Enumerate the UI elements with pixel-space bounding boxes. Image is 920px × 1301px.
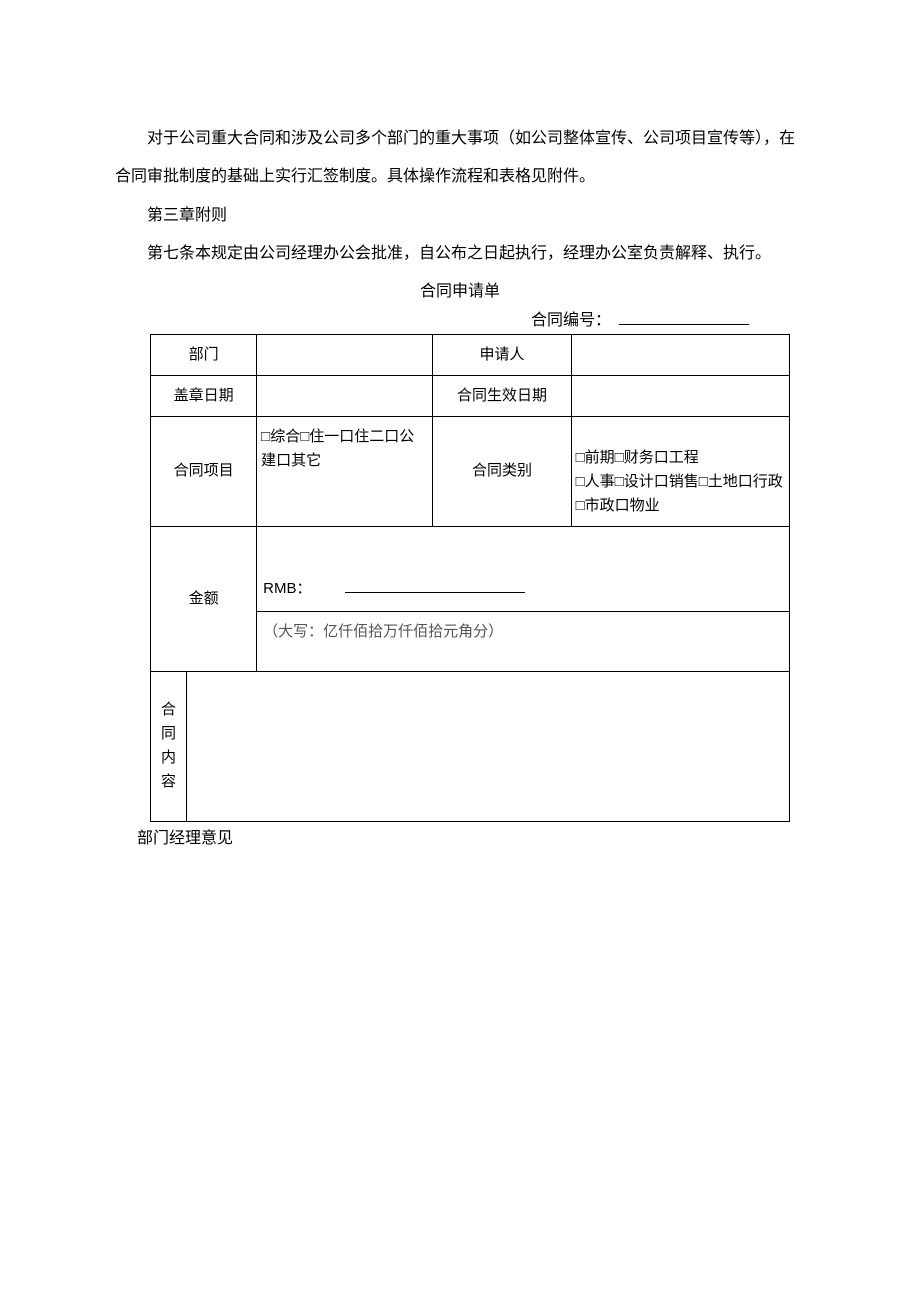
document-page: 对于公司重大合同和涉及公司多个部门的重大事项（如公司整体宣传、公司项目宣传等），… [0, 0, 920, 1301]
label-category: 合同类别 [433, 416, 571, 526]
paragraph-major-contract: 对于公司重大合同和涉及公司多个部门的重大事项（如公司整体宣传、公司项目宣传等），… [115, 120, 805, 197]
field-content[interactable] [187, 671, 790, 821]
dept-manager-opinion-label: 部门经理意见 [137, 826, 805, 852]
field-category-options[interactable]: □前期□财务口工程 □人事□设计口销售□土地口行政□市政口物业 [571, 416, 789, 526]
category-line1: □前期□财务口工程 [576, 446, 785, 470]
amount-currency-label: RMB： [263, 580, 311, 597]
label-dept: 部门 [151, 334, 257, 375]
contract-application-table: 部门 申请人 盖章日期 合同生效日期 合同项目 □综合□住一口住二口公建口其它 … [150, 334, 790, 822]
table-row: 合同项目 □综合□住一口住二口公建口其它 合同类别 □前期□财务口工程 □人事□… [151, 416, 790, 526]
amount-currency-row: RMB： [257, 547, 789, 611]
table-row: 盖章日期 合同生效日期 [151, 375, 790, 416]
amount-blank[interactable] [345, 592, 525, 593]
category-line2: □人事□设计口销售□土地口行政□市政口物业 [576, 470, 785, 518]
label-project: 合同项目 [151, 416, 257, 526]
label-seal-date: 盖章日期 [151, 375, 257, 416]
label-applicant: 申请人 [433, 334, 571, 375]
contract-number-blank[interactable] [619, 324, 749, 325]
form-title: 合同申请单 [115, 278, 805, 307]
chapter-3-heading: 第三章附则 [115, 197, 805, 235]
label-effective-date: 合同生效日期 [433, 375, 571, 416]
label-amount: 金额 [151, 526, 257, 671]
table-row: 部门 申请人 [151, 334, 790, 375]
field-dept[interactable] [257, 334, 433, 375]
contract-number-row: 合同编号： [115, 308, 805, 334]
article-7: 第七条本规定由公司经理办公会批准，自公布之日起执行，经理办公室负责解释、执行。 [115, 235, 805, 273]
amount-upper-case: （大写：亿仟佰拾万仟佰拾元角分） [257, 611, 789, 650]
field-effective-date[interactable] [571, 375, 789, 416]
field-seal-date[interactable] [257, 375, 433, 416]
label-content: 合同内容 [151, 671, 187, 821]
field-applicant[interactable] [571, 334, 789, 375]
contract-number-label: 合同编号： [531, 312, 611, 329]
field-amount[interactable]: RMB： （大写：亿仟佰拾万仟佰拾元角分） [257, 526, 790, 671]
field-project-options[interactable]: □综合□住一口住二口公建口其它 [257, 416, 433, 526]
table-row: 金额 RMB： （大写：亿仟佰拾万仟佰拾元角分） [151, 526, 790, 671]
table-row: 合同内容 [151, 671, 790, 821]
